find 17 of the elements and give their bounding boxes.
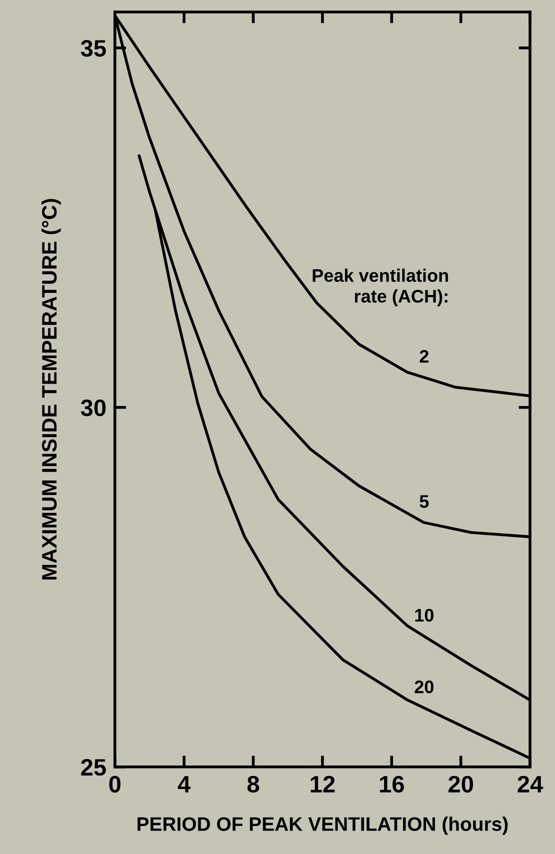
x-tick-label: 8: [247, 776, 260, 793]
series-label: 2: [420, 350, 428, 363]
y-tick-label: 30: [80, 399, 106, 416]
x-tick-label: 16: [380, 776, 404, 793]
y-axis-title: MAXIMUM INSIDE TEMPERATURE (°C): [41, 198, 61, 580]
x-axis-title: PERIOD OF PEAK VENTILATION (hours): [138, 816, 508, 835]
x-tick-label: 20: [448, 776, 473, 793]
x-tick-label: 4: [178, 776, 191, 792]
y-tick-label: 35: [80, 40, 106, 57]
x-tick-label: 0: [109, 776, 120, 793]
series-label: 20: [414, 680, 434, 694]
series-label: 5: [420, 495, 429, 508]
x-tick-label: 12: [310, 776, 335, 792]
x-tick-label: 24: [518, 776, 544, 792]
y-tick-label: 25: [81, 758, 106, 776]
annotation: Peak ventilation rate (ACH):: [312, 268, 448, 306]
series-label: 10: [415, 608, 434, 622]
